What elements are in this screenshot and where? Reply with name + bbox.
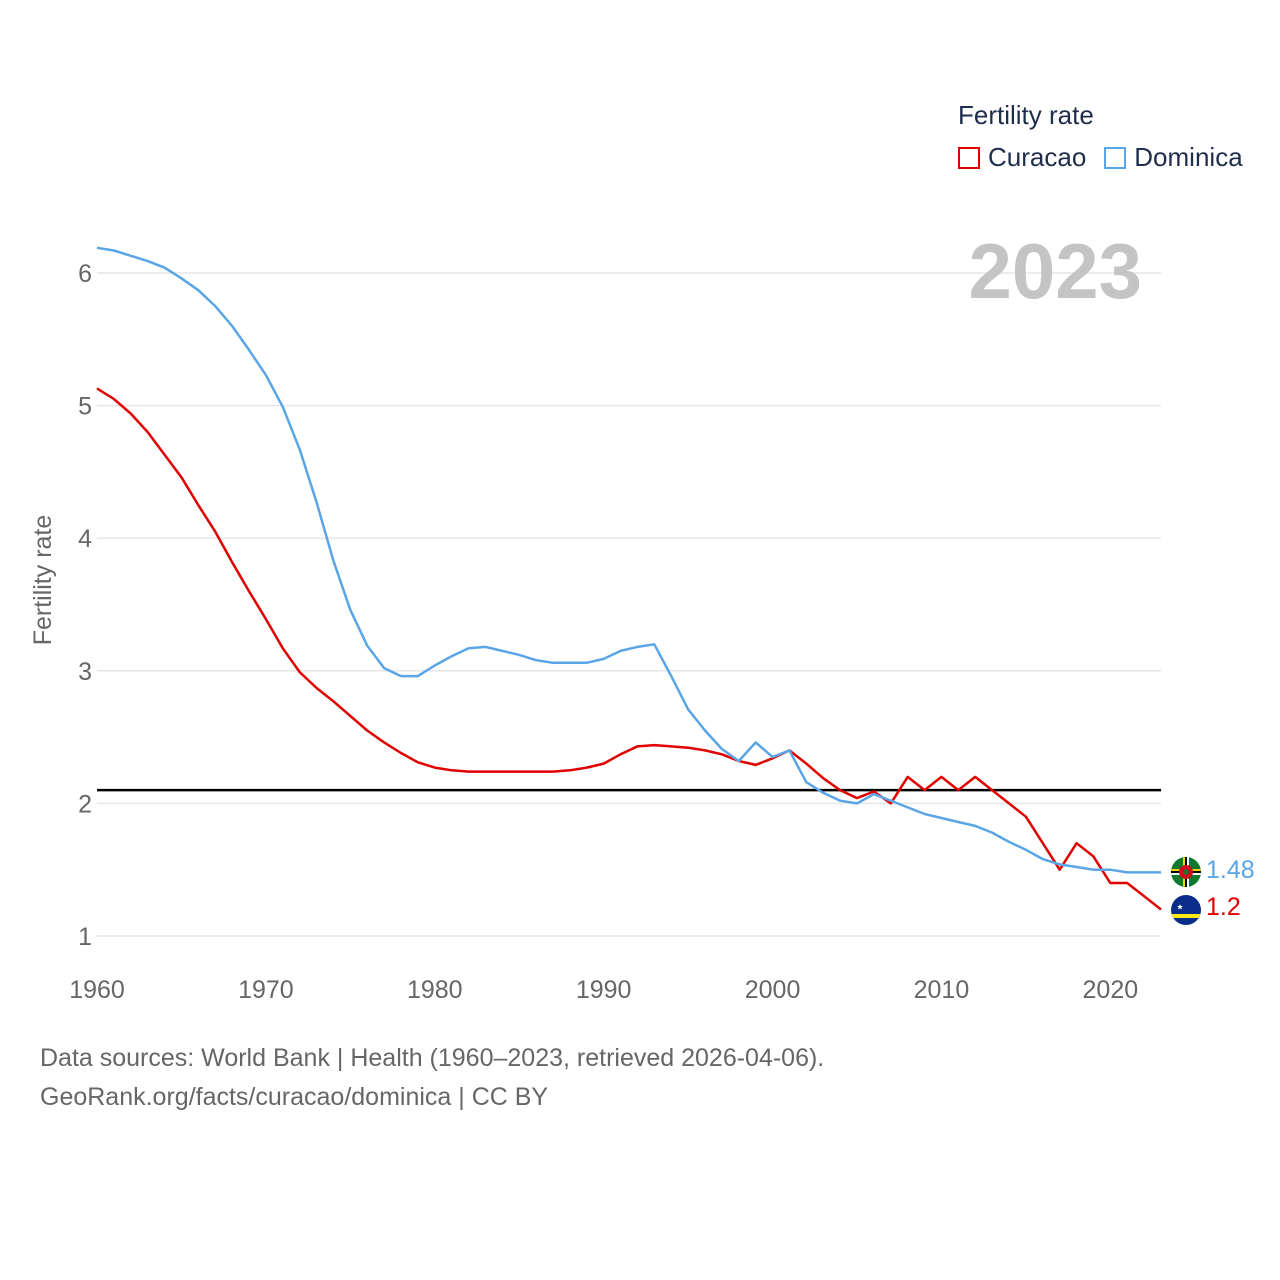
x-tick-label-2000: 2000 (745, 976, 801, 1004)
legend-swatch-dominica (1104, 146, 1127, 169)
y-tick-label-2: 2 (78, 790, 92, 818)
y-tick-label-3: 3 (78, 658, 92, 686)
x-tick-label-1990: 1990 (576, 976, 632, 1004)
x-tick-label-1960: 1960 (69, 976, 125, 1004)
y-tick-label-5: 5 (78, 393, 92, 421)
data-source-line: Data sources: World Bank | Health (1960–… (40, 1044, 825, 1072)
y-tick-label-1: 1 (78, 923, 92, 951)
dominica-flag-icon (1171, 857, 1201, 887)
legend: Curacao Dominica (958, 142, 1261, 173)
year-watermark: 2023 (968, 227, 1142, 315)
series-line-dominica (96, 246, 1161, 874)
x-tick-label-1980: 1980 (407, 976, 463, 1004)
y-axis-ticks: 1 2 3 4 5 6 (78, 260, 92, 951)
legend-item-curacao[interactable]: Curacao (958, 142, 1086, 173)
attribution-link[interactable]: GeoRank.org/facts/curacao/dominica | CC … (40, 1083, 549, 1111)
legend-title: Fertility rate (958, 100, 1094, 130)
x-tick-label-2010: 2010 (914, 976, 970, 1004)
gridlines (97, 272, 1161, 937)
curacao-flag-icon (1171, 895, 1201, 925)
legend-label-dominica: Dominica (1134, 142, 1243, 172)
y-tick-label-4: 4 (78, 525, 92, 553)
legend-item-dominica[interactable]: Dominica (1104, 142, 1243, 173)
series-line-curacao (96, 387, 1162, 911)
x-tick-label-1970: 1970 (238, 976, 294, 1004)
x-axis-ticks: 1960 1970 1980 1990 2000 2010 2020 (69, 976, 1138, 1004)
legend-swatch-curacao (958, 146, 980, 169)
y-axis-label: Fertility rate (29, 515, 57, 646)
series-group (96, 246, 1162, 911)
legend-label-curacao: Curacao (988, 142, 1087, 172)
x-tick-label-2020: 2020 (1083, 976, 1139, 1004)
end-label-dominica: 1.48 (1206, 856, 1255, 884)
end-label-curacao: 1.2 (1206, 893, 1241, 921)
y-tick-label-6: 6 (78, 260, 92, 288)
